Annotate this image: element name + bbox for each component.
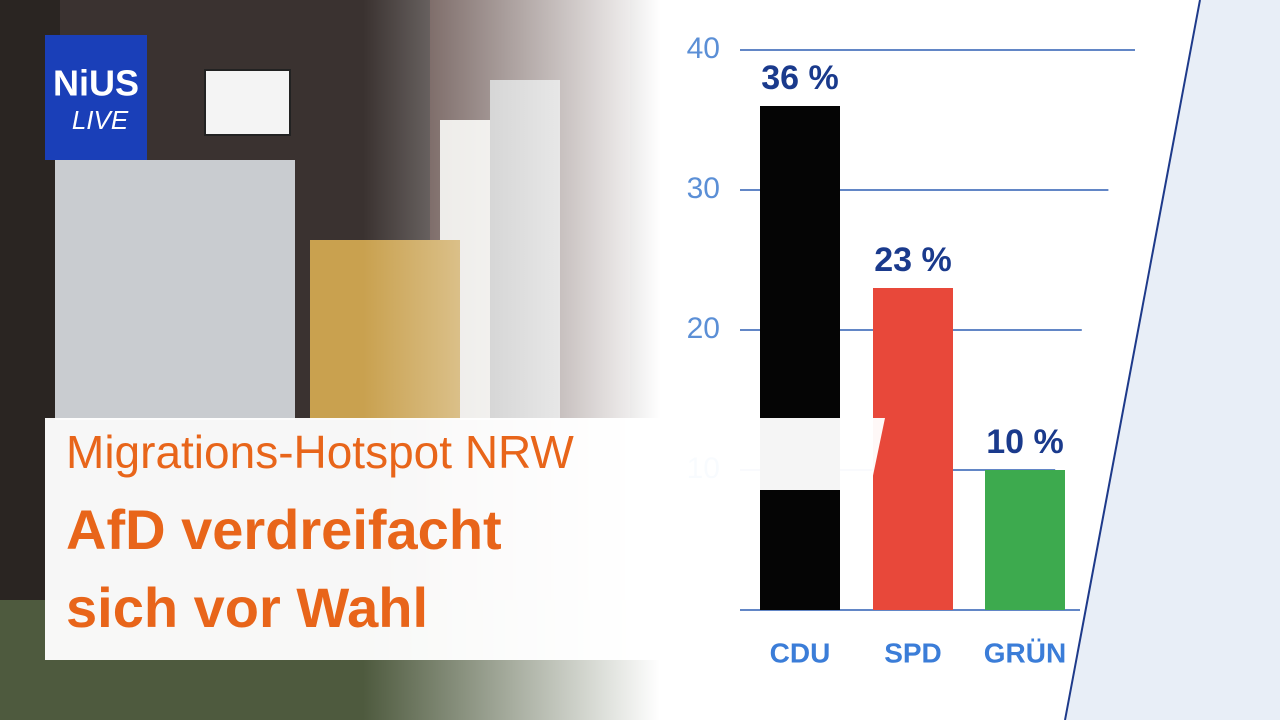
y-tick-label: 40 bbox=[687, 32, 720, 65]
x-tick-label: CDU bbox=[770, 637, 831, 668]
headline-box bbox=[45, 490, 730, 660]
value-label: 10 % bbox=[986, 423, 1064, 461]
kicker: Migrations-Hotspot NRW bbox=[66, 426, 574, 478]
divider bbox=[1064, 0, 1201, 720]
photo bbox=[0, 0, 660, 720]
y-tick-label: 20 bbox=[687, 312, 720, 345]
headline: Migrations-Hotspot NRW AfD verdreifacht … bbox=[45, 418, 885, 660]
x-tick-label: GRÜN bbox=[984, 637, 1066, 668]
logo-tag: LIVE bbox=[72, 105, 129, 135]
side-panel bbox=[1065, 0, 1280, 720]
y-tick-label: 30 bbox=[687, 172, 720, 205]
value-label: 23 % bbox=[874, 241, 952, 279]
logo-box bbox=[45, 35, 147, 160]
bar bbox=[985, 470, 1065, 610]
headline-line: AfD verdreifacht bbox=[66, 498, 502, 561]
logo-name: NiUS bbox=[53, 63, 139, 104]
bar bbox=[760, 106, 840, 610]
headline-line: sich vor Wahl bbox=[66, 576, 428, 639]
x-tick-label: SPD bbox=[884, 637, 942, 668]
kicker-box bbox=[45, 418, 885, 490]
value-label: 36 % bbox=[761, 59, 839, 97]
logo: NiUS LIVE bbox=[45, 35, 147, 160]
bar bbox=[873, 288, 953, 610]
